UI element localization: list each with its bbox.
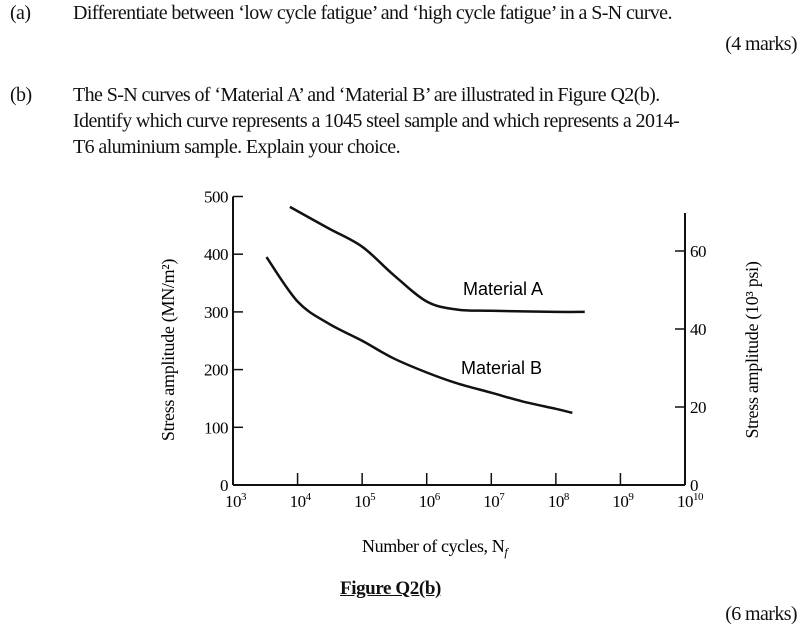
question-a-text: Differentiate between ‘low cycle fatigue… [73, 2, 672, 24]
series-label: Material B [461, 358, 542, 378]
y2-tick-label: 20 [690, 398, 706, 417]
question-b-line-2: Identify which curve represents a 1045 s… [73, 110, 680, 132]
question-b-label: (b) [10, 84, 32, 106]
question-b-marks: (6 marks) [725, 603, 797, 625]
y-tick-label: 300 [204, 303, 228, 322]
question-a-label: (a) [10, 2, 31, 24]
y-tick-label: 400 [204, 245, 228, 264]
question-b-line-3: T6 aluminium sample. Explain your choice… [73, 136, 401, 158]
question-b-line-1: The S-N curves of ‘Material A’ and ‘Mate… [73, 84, 660, 106]
x-tick-label: 106 [419, 491, 441, 511]
x-tick-label: 104 [290, 491, 312, 511]
y2-tick-label: 0 [690, 476, 698, 495]
series-label: Material A [463, 279, 543, 299]
y2-axis-label: Stress amplitude (10³ psi) [742, 261, 763, 438]
x-tick-label: 105 [354, 491, 376, 511]
question-a-marks: (4 marks) [725, 33, 797, 55]
x-tick-label: 108 [548, 491, 570, 511]
y-tick-label: 100 [204, 418, 228, 437]
y2-tick-label: 60 [690, 242, 706, 261]
y-axis-label: Stress amplitude (MN/m²) [158, 259, 179, 441]
x-tick-label: 107 [483, 491, 505, 511]
series-line-material-a [289, 205, 585, 314]
x-tick-label: 103 [225, 491, 247, 511]
y-tick-label: 500 [204, 188, 228, 207]
figure-caption: Figure Q2(b) [340, 578, 441, 599]
x-tick-label: 109 [612, 491, 634, 511]
y-tick-label: 200 [204, 361, 228, 380]
series-line-material-b [265, 256, 573, 415]
y2-tick-label: 40 [690, 320, 706, 339]
x-axis-label: Number of cycles, Nf [362, 536, 509, 559]
x-tick-label: 1010 [677, 491, 704, 511]
y-tick-label: 0 [220, 476, 228, 495]
